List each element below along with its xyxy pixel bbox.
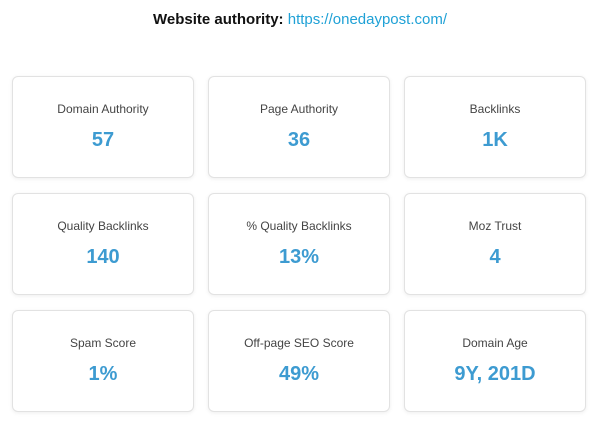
moz-trust-card: Moz Trust 4 — [404, 193, 586, 295]
moz-trust-value: 4 — [489, 246, 501, 268]
domain-authority-value: 57 — [91, 129, 115, 151]
quality-backlinks-value: 140 — [86, 246, 120, 268]
metrics-grid: Domain Authority 57 Page Authority 36 Ba… — [12, 76, 588, 412]
percent-quality-backlinks-card: % Quality Backlinks 13% — [208, 193, 390, 295]
domain-age-value: 9Y, 201D — [454, 363, 536, 385]
page-header: Website authority: https://onedaypost.co… — [0, 10, 600, 30]
quality-backlinks-label: Quality Backlinks — [57, 219, 149, 233]
spam-score-label: Spam Score — [69, 336, 137, 350]
spam-score-value: 1% — [88, 363, 118, 385]
off-page-seo-score-card: Off-page SEO Score 49% — [208, 310, 390, 412]
domain-age-label: Domain Age — [462, 336, 528, 350]
domain-authority-card: Domain Authority 57 — [12, 76, 194, 178]
page-authority-card: Page Authority 36 — [208, 76, 390, 178]
quality-backlinks-card: Quality Backlinks 140 — [12, 193, 194, 295]
backlinks-card: Backlinks 1K — [404, 76, 586, 178]
percent-quality-backlinks-label: % Quality Backlinks — [246, 219, 352, 233]
backlinks-label: Backlinks — [469, 102, 521, 116]
backlinks-value: 1K — [482, 129, 508, 151]
website-url-link[interactable]: https://onedaypost.com/ — [287, 11, 447, 28]
off-page-seo-score-value: 49% — [278, 363, 320, 385]
off-page-seo-score-label: Off-page SEO Score — [244, 336, 354, 350]
page-authority-label: Page Authority — [259, 102, 339, 116]
percent-quality-backlinks-value: 13% — [278, 246, 320, 268]
domain-age-card: Domain Age 9Y, 201D — [404, 310, 586, 412]
spam-score-card: Spam Score 1% — [12, 310, 194, 412]
page-authority-value: 36 — [287, 129, 311, 151]
domain-authority-label: Domain Authority — [57, 102, 149, 116]
moz-trust-label: Moz Trust — [468, 219, 522, 233]
page-title: Website authority: — [152, 11, 284, 28]
